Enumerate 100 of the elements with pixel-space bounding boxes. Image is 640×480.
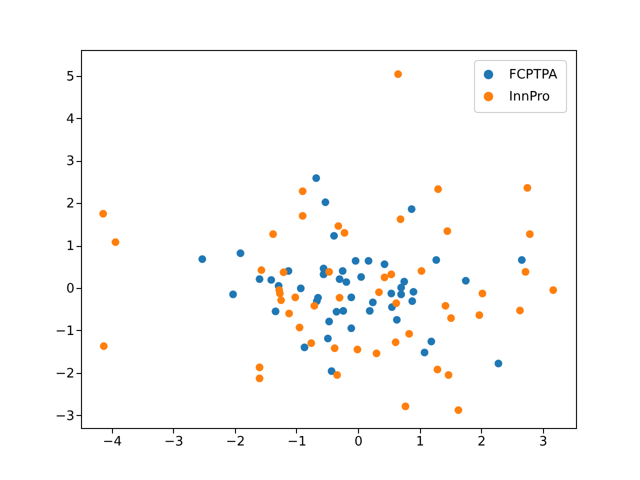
point <box>442 302 450 310</box>
point <box>312 174 320 182</box>
point <box>330 232 338 240</box>
point <box>434 185 442 194</box>
point <box>298 212 307 220</box>
point <box>387 270 396 278</box>
x-tick-label: 0 <box>354 434 363 450</box>
point <box>340 228 348 237</box>
y-tick-label: −1 <box>55 324 74 339</box>
point <box>366 307 374 315</box>
point <box>478 290 486 298</box>
point <box>325 268 333 276</box>
point <box>427 338 436 346</box>
point <box>347 324 356 332</box>
point <box>307 339 316 348</box>
point <box>325 318 333 326</box>
point <box>336 275 344 283</box>
y-tick-label: 1 <box>66 239 74 254</box>
point <box>277 296 285 304</box>
y-tick-label: 4 <box>66 112 74 127</box>
point <box>322 198 330 206</box>
point <box>454 406 462 414</box>
y-tick-label: 3 <box>66 154 74 170</box>
point <box>443 227 452 236</box>
point <box>405 330 414 338</box>
point <box>300 344 308 352</box>
point <box>285 310 293 318</box>
point <box>100 342 108 350</box>
point <box>298 187 307 196</box>
point <box>347 293 356 302</box>
legend-label: InnPro <box>509 90 550 104</box>
point <box>310 302 318 310</box>
x-tick-label: −4 <box>102 434 122 450</box>
point <box>387 290 396 298</box>
point <box>402 402 410 410</box>
x-tick-label: −3 <box>164 434 184 450</box>
point <box>272 307 280 316</box>
legend-label: FCPTPA <box>509 68 558 82</box>
point <box>280 268 288 276</box>
point <box>296 284 305 292</box>
point <box>408 297 416 306</box>
point <box>380 260 388 268</box>
point <box>333 371 341 379</box>
x-tick-label: 3 <box>539 434 548 450</box>
point <box>256 363 264 372</box>
point <box>334 222 342 230</box>
point <box>392 299 400 308</box>
x-tick-label: 1 <box>416 434 424 450</box>
point <box>462 276 470 285</box>
point <box>447 314 455 322</box>
point <box>296 324 304 332</box>
point <box>324 334 332 342</box>
point <box>522 268 530 276</box>
point <box>475 311 484 320</box>
point <box>364 256 372 265</box>
point <box>256 275 264 283</box>
point <box>418 267 426 275</box>
point <box>354 346 362 354</box>
point <box>432 256 440 264</box>
point <box>408 205 416 213</box>
point <box>410 288 418 296</box>
point <box>291 293 300 302</box>
point <box>526 230 534 238</box>
point <box>397 290 406 298</box>
point <box>236 249 244 258</box>
point <box>328 367 336 376</box>
point <box>267 276 276 284</box>
point <box>338 267 347 275</box>
y-tick-label: −2 <box>55 366 74 382</box>
point <box>549 286 558 294</box>
point <box>380 274 388 282</box>
point <box>523 184 532 192</box>
point <box>258 266 266 274</box>
point <box>269 230 277 238</box>
point <box>372 349 380 358</box>
point <box>375 288 383 296</box>
x-tick-label: 2 <box>478 434 486 450</box>
point <box>336 294 344 302</box>
point <box>444 371 452 379</box>
y-tick-label: −3 <box>55 408 74 424</box>
point <box>229 290 237 298</box>
point <box>368 298 377 306</box>
point <box>397 284 406 292</box>
point <box>494 360 502 368</box>
x-tick-label: −1 <box>287 434 307 450</box>
point <box>396 215 404 224</box>
point <box>518 256 526 264</box>
y-tick-label: 5 <box>66 69 74 84</box>
point <box>256 374 264 382</box>
point <box>420 348 428 356</box>
point <box>394 70 402 78</box>
point <box>392 338 400 346</box>
point <box>352 256 360 265</box>
point <box>198 255 206 264</box>
y-tick-label: 2 <box>66 196 74 212</box>
point <box>434 366 442 374</box>
y-tick-label: 0 <box>66 282 74 296</box>
point <box>332 308 340 316</box>
point <box>516 306 524 314</box>
point <box>330 344 339 352</box>
